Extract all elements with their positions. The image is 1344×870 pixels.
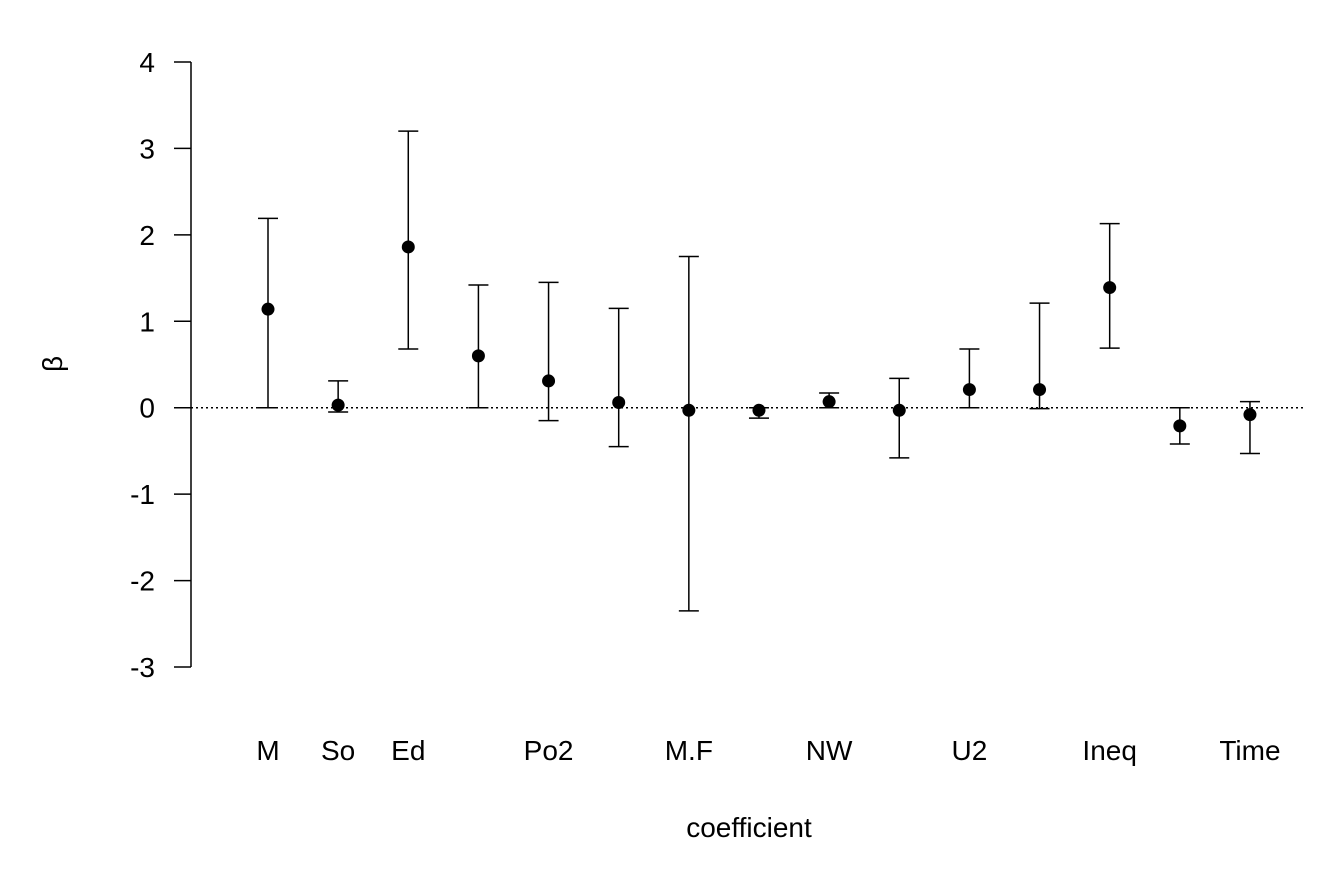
y-tick-label: 3 [139, 133, 155, 164]
y-tick-label: -3 [130, 652, 155, 683]
y-tick-label: -2 [130, 566, 155, 597]
point-Prob [1173, 419, 1187, 433]
x-tick-label: Ed [391, 735, 425, 766]
point-Po1 [471, 349, 485, 363]
y-tick-label: -1 [130, 479, 155, 510]
point-So [331, 398, 345, 412]
point-Wealth [1033, 383, 1047, 397]
y-tick-label: 1 [139, 306, 155, 337]
x-tick-label: M [256, 735, 279, 766]
point-Ineq [1103, 281, 1117, 295]
x-tick-label: Ineq [1082, 735, 1137, 766]
x-tick-label: Time [1219, 735, 1280, 766]
x-axis-title: coefficient [686, 812, 812, 843]
point-LF [612, 396, 626, 410]
point-Po2 [542, 374, 556, 388]
y-axis: 4 3 2 1 0 -1 -2 -3 [130, 47, 192, 683]
point-Ed [401, 240, 415, 254]
x-tick-label: So [321, 735, 355, 766]
point-Pop [752, 403, 766, 417]
y-tick-label: 2 [139, 220, 155, 251]
x-tick-label: U2 [952, 735, 988, 766]
point-M [261, 302, 275, 316]
x-tick-label: Po2 [524, 735, 574, 766]
point-U1 [892, 403, 906, 417]
y-axis-title: β [37, 356, 68, 372]
point-estimates [261, 240, 1257, 433]
point-NW [822, 395, 836, 409]
point-U2 [962, 383, 976, 397]
x-tick-labels: M So Ed Po2 M.F NW U2 Ineq Time [256, 735, 1280, 766]
point-Time [1243, 408, 1257, 422]
y-tick-label: 4 [139, 47, 155, 78]
point-M.F [682, 403, 696, 417]
error-bars [258, 130, 1260, 612]
y-tick-label: 0 [139, 393, 155, 424]
x-tick-label: M.F [665, 735, 713, 766]
x-tick-label: NW [806, 735, 853, 766]
